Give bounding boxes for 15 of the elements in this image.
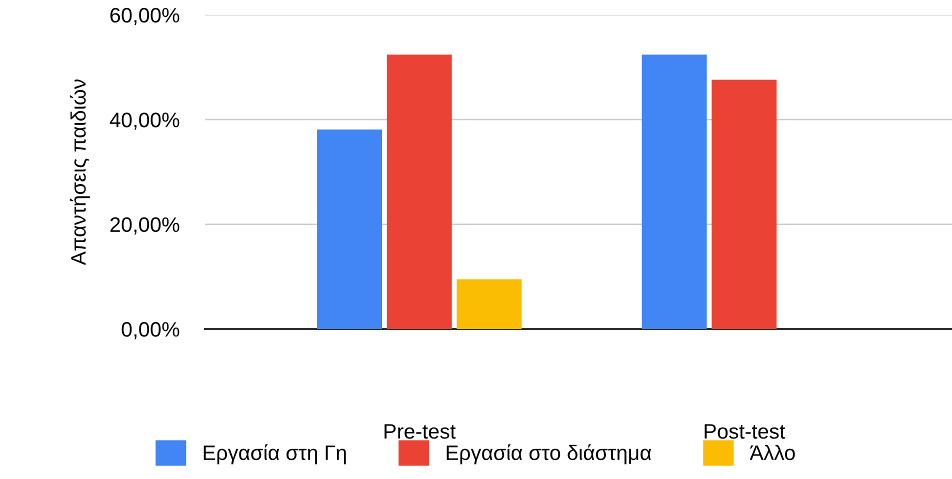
bar — [386, 54, 452, 329]
x-tick-label: Pre-test — [384, 424, 456, 439]
x-tick-label: Post-test — [704, 424, 786, 439]
legend-label: Εργασία στο διάστημα — [446, 444, 652, 464]
bar — [642, 54, 707, 329]
bar — [456, 279, 522, 329]
y-tick-label: 0,00% — [122, 322, 180, 340]
bar — [712, 80, 777, 329]
legend-label: Άλλο — [750, 444, 795, 460]
legend-label: Εργασία στη Γη — [204, 444, 346, 464]
y-tick-label: 40,00% — [110, 112, 180, 130]
y-axis-title: Απαντήσεις παιδιών — [70, 79, 90, 266]
bar — [317, 130, 382, 329]
y-tick-label: 60,00% — [110, 8, 180, 26]
y-tick-label: 20,00% — [110, 217, 180, 235]
